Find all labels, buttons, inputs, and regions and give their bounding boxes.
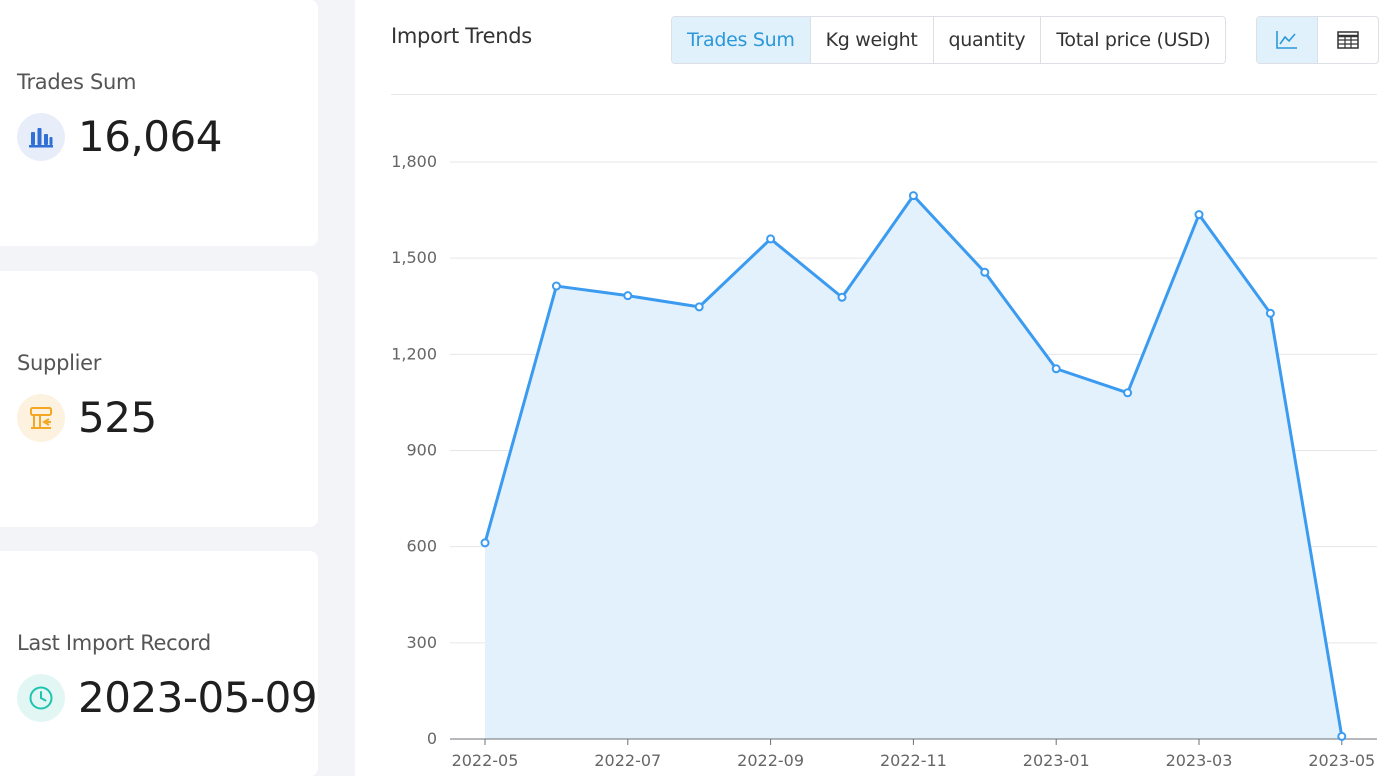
tab-total-price[interactable]: Total price (USD)	[1056, 29, 1211, 51]
clock-icon	[17, 673, 65, 722]
y-tick-label: 1,800	[391, 152, 437, 171]
data-point	[837, 292, 847, 302]
metric-tabs: Trades Sum Kg weight quantity Total pric…	[671, 16, 1227, 64]
data-point	[1051, 364, 1061, 374]
x-tick-label: 2023-03	[1166, 751, 1233, 770]
stat-value: 525	[78, 393, 157, 442]
y-tick-label: 300	[406, 633, 437, 652]
stat-card-supplier: Supplier 525	[0, 271, 318, 527]
stat-label: Supplier	[17, 351, 102, 375]
data-point	[551, 281, 561, 291]
y-tick-label: 900	[406, 441, 437, 460]
stat-card-trades: Trades Sum 16,064	[0, 0, 318, 246]
data-point	[694, 302, 704, 312]
stat-value: 2023-05-09	[78, 673, 318, 722]
data-point	[623, 291, 633, 301]
store-icon	[17, 393, 65, 442]
data-point	[1123, 388, 1133, 398]
x-tick-label: 2023-05	[1308, 751, 1375, 770]
stat-value: 16,064	[78, 112, 222, 161]
panel-title: Import Trends	[391, 24, 532, 48]
panel-divider	[391, 94, 1377, 95]
y-tick-label: 600	[406, 537, 437, 556]
data-point	[480, 538, 490, 548]
area-fill	[485, 195, 1342, 740]
data-point	[1337, 731, 1347, 741]
tab-kg-weight[interactable]: Kg weight	[811, 17, 934, 63]
x-tick-label: 2022-05	[452, 751, 519, 770]
x-tick-label: 2023-01	[1023, 751, 1090, 770]
bar-chart-icon	[17, 112, 65, 161]
data-point	[766, 234, 776, 244]
view-toggle	[1256, 16, 1379, 64]
data-point	[908, 191, 918, 201]
x-tick-label: 2022-07	[594, 751, 661, 770]
y-tick-label: 1,500	[391, 248, 437, 267]
x-tick-label: 2022-09	[737, 751, 804, 770]
import-trends-chart: 0 300 600 900 1,200 1,500 1,800 2022-05 2022-07 2…	[391, 152, 1377, 770]
data-point	[1194, 210, 1204, 220]
tab-quantity[interactable]: quantity	[934, 17, 1042, 63]
y-tick-label: 1,200	[391, 344, 437, 363]
import-trends-panel: Import Trends Trades Sum Kg weight quant…	[355, 0, 1390, 776]
stat-label: Trades Sum	[17, 70, 137, 94]
stat-label: Last Import Record	[17, 631, 211, 655]
y-tick-label: 0	[427, 729, 437, 748]
data-point	[980, 267, 990, 277]
data-point	[1265, 308, 1275, 318]
line-chart-icon[interactable]	[1257, 17, 1318, 63]
x-tick-label: 2022-11	[880, 751, 947, 770]
stat-card-last-import: Last Import Record 2023-05-09	[0, 551, 318, 776]
table-icon[interactable]	[1318, 17, 1378, 63]
tab-trades-sum[interactable]: Trades Sum	[672, 17, 811, 63]
